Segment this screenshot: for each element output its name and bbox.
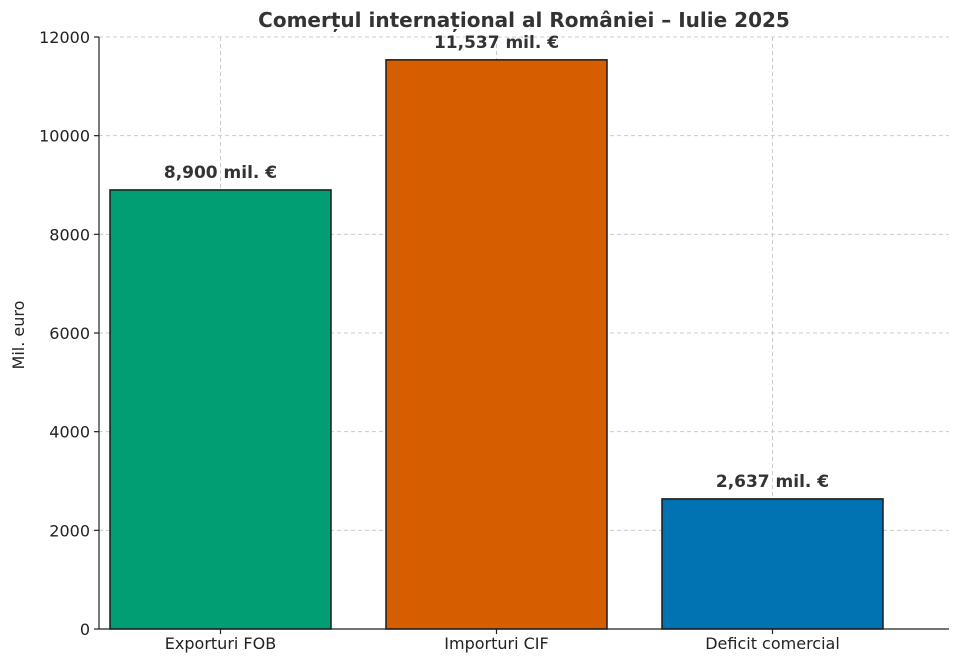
y-axis-label: Mil. euro bbox=[9, 301, 28, 370]
x-tick-label: Deficit comercial bbox=[705, 634, 840, 653]
bar-value-label: 8,900 mil. € bbox=[164, 163, 277, 183]
chart-title: Comerțul internațional al României – Iul… bbox=[258, 8, 790, 32]
x-tick-label: Exporturi FOB bbox=[165, 634, 276, 653]
y-tick-label: 2000 bbox=[49, 521, 90, 540]
labels: 0 2000 4000 6000 8000 10000 12000 8,900 mil. € 1… bbox=[39, 28, 840, 653]
y-tick-label: 10000 bbox=[39, 127, 90, 146]
bar-value-label: 11,537 mil. € bbox=[434, 33, 559, 53]
bar-1 bbox=[109, 189, 332, 630]
bars bbox=[109, 59, 884, 630]
y-tick-label: 6000 bbox=[49, 324, 90, 343]
y-tick-label: 12000 bbox=[39, 28, 90, 47]
axes bbox=[94, 36, 949, 634]
y-tick-label: 8000 bbox=[49, 225, 90, 244]
bar-value-label: 2,637 mil. € bbox=[716, 472, 829, 492]
y-tick-label: 0 bbox=[80, 620, 90, 639]
y-tick-label: 4000 bbox=[49, 423, 90, 442]
bar-2 bbox=[385, 59, 608, 630]
x-tick-label: Importuri CIF bbox=[444, 634, 548, 653]
bar-3 bbox=[661, 498, 884, 630]
